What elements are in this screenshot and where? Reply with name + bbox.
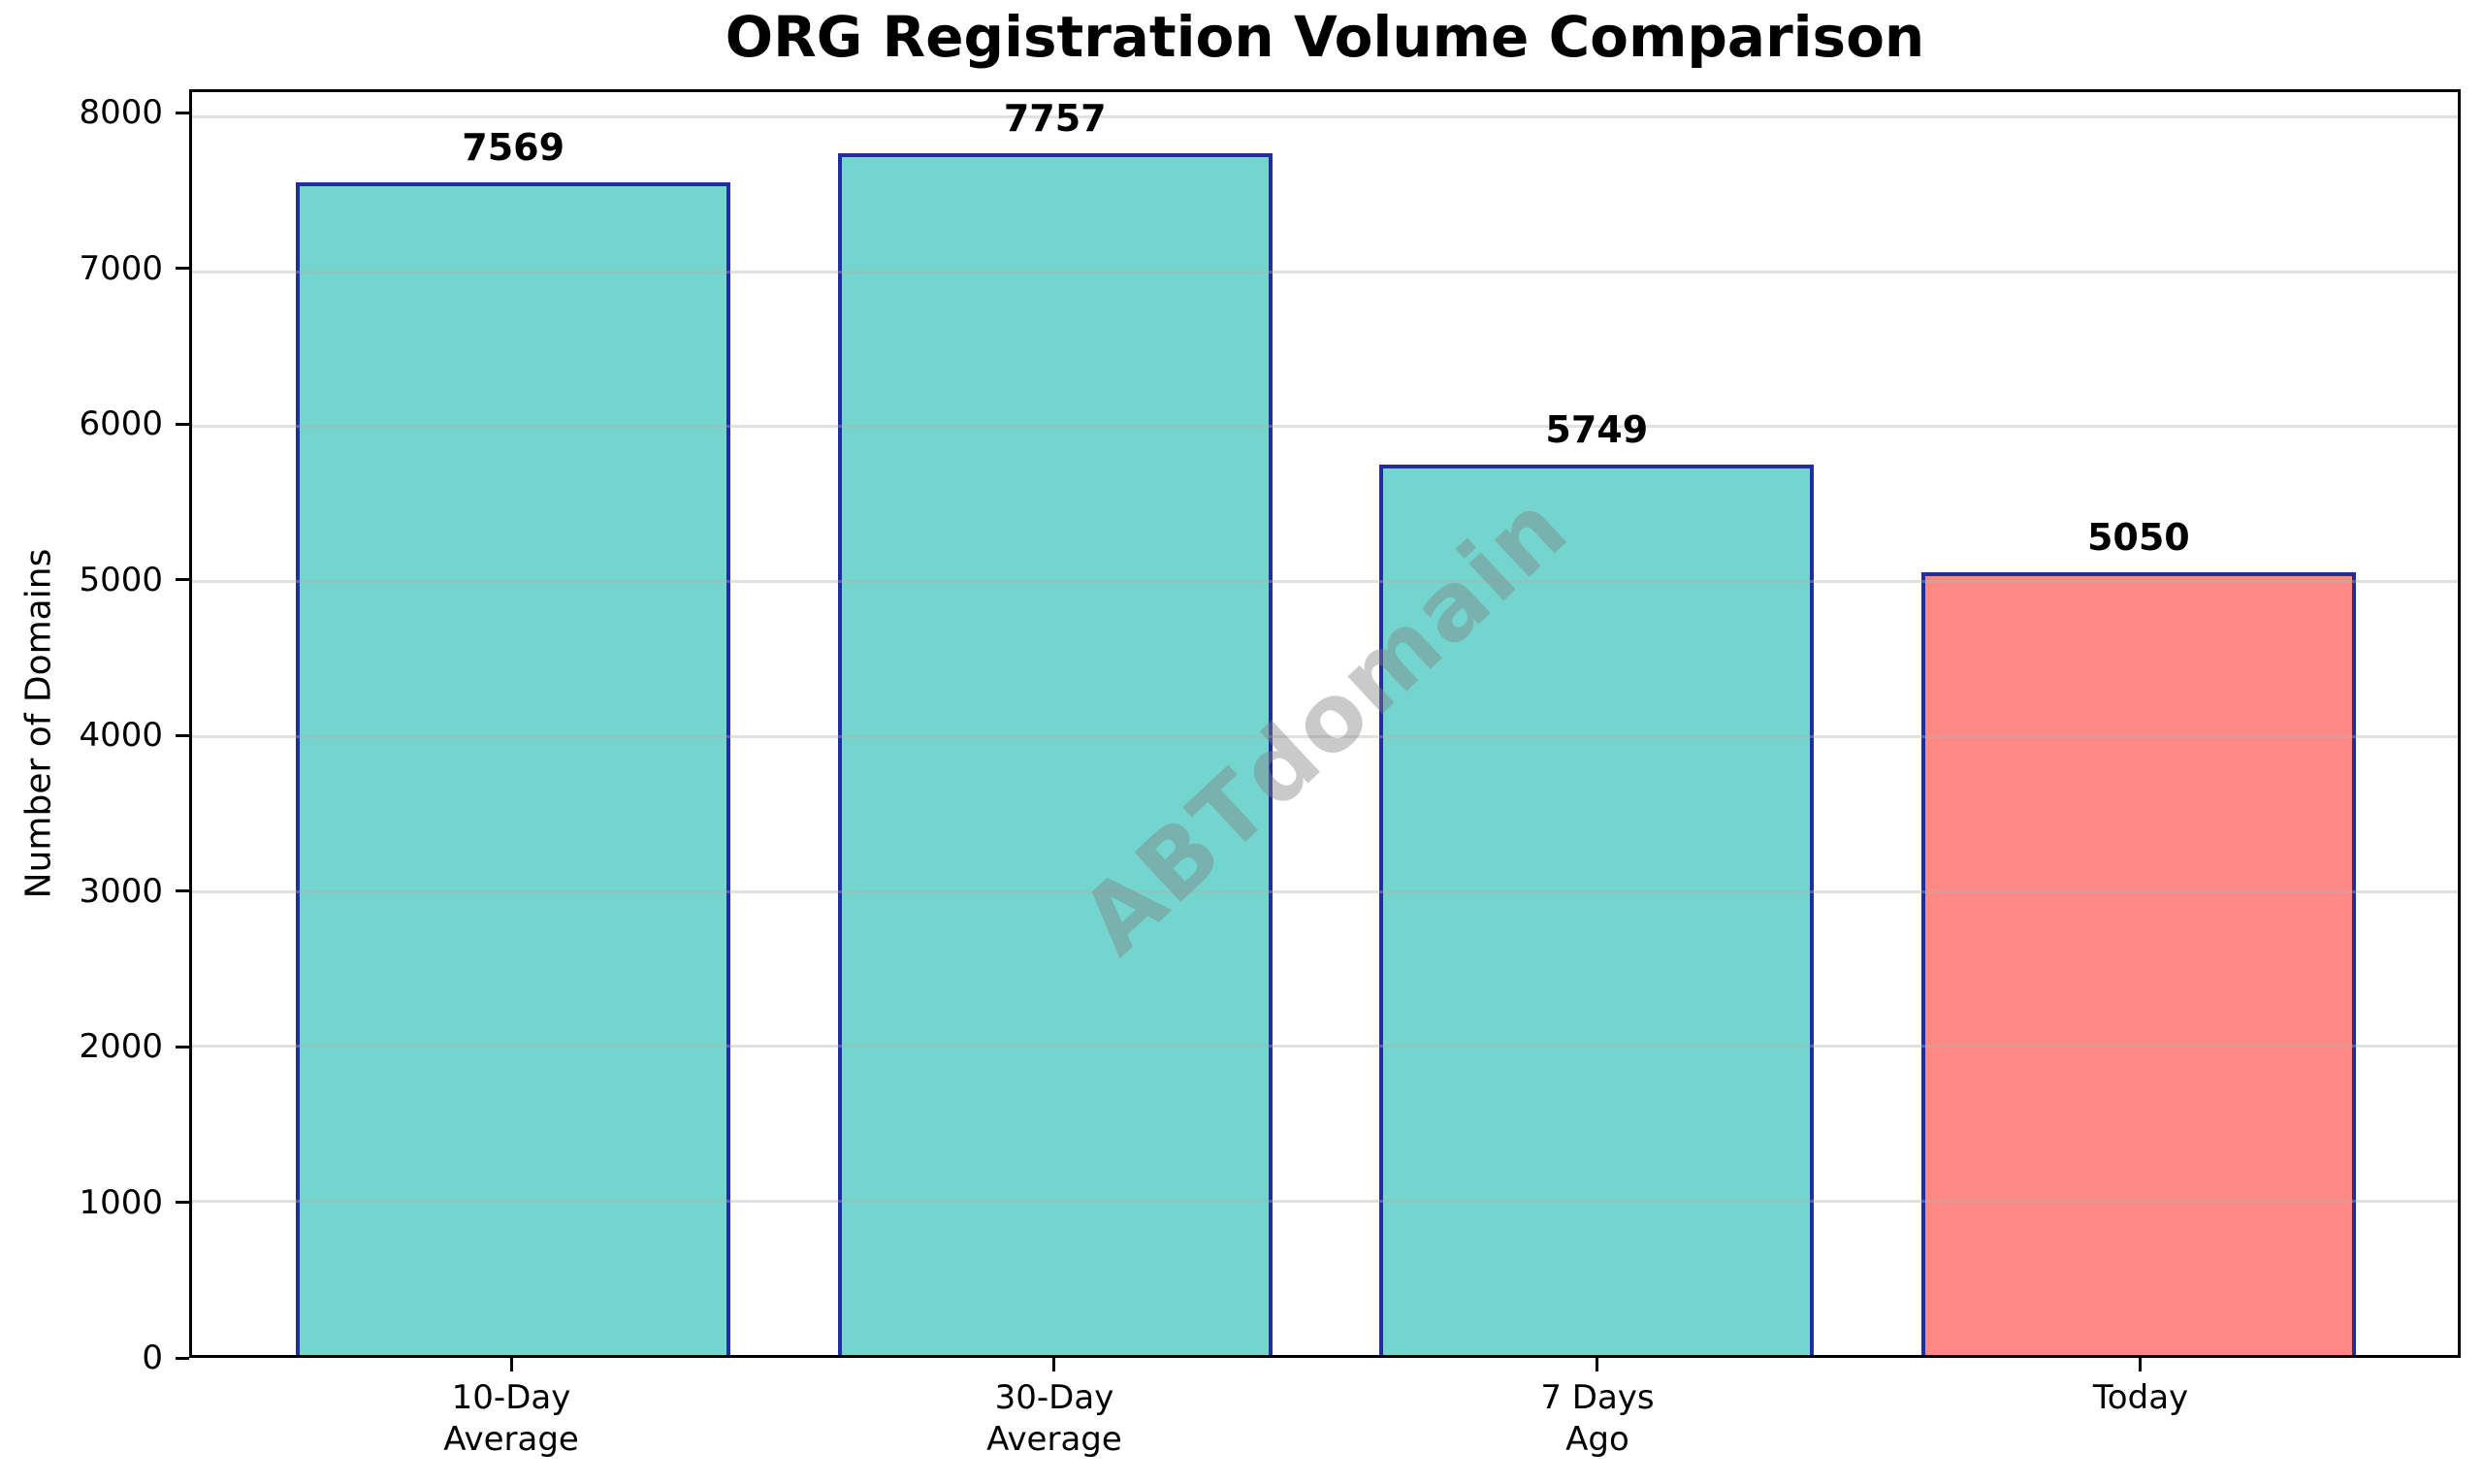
y-tick-mark (176, 422, 189, 426)
bar-value-label: 5050 (2086, 516, 2190, 560)
gridline (192, 580, 2458, 584)
y-tick-label: 5000 (79, 560, 163, 599)
bar-value-label: 5749 (1545, 407, 1649, 451)
x-tick-mark (1596, 1358, 1599, 1371)
gridline (192, 1045, 2458, 1048)
y-tick-mark (176, 578, 189, 582)
bar-4 (1920, 572, 2356, 1355)
gridline (192, 270, 2458, 274)
y-tick-mark (176, 1201, 189, 1204)
y-tick-label: 8000 (79, 93, 163, 133)
gridline (192, 734, 2458, 738)
bar-3 (1379, 464, 1815, 1355)
bar-2 (837, 152, 1273, 1355)
x-tick-label: Today (2092, 1378, 2189, 1417)
y-tick-label: 7000 (79, 248, 163, 288)
chart-title: ORG Registration Volume Comparison (725, 4, 1925, 70)
bar-1 (296, 181, 731, 1355)
x-tick-mark (2139, 1358, 2143, 1371)
y-tick-mark (176, 111, 189, 114)
bar-value-label: 7569 (462, 125, 565, 169)
y-tick-mark (176, 889, 189, 893)
y-tick-label: 2000 (79, 1027, 163, 1067)
x-tick-label: 7 Days Ago (1540, 1378, 1655, 1459)
y-tick-mark (176, 733, 189, 737)
y-tick-mark (176, 1356, 189, 1360)
y-tick-label: 6000 (79, 404, 163, 444)
gridline (192, 1200, 2458, 1204)
gridline (192, 114, 2458, 118)
x-tick-mark (1052, 1358, 1056, 1371)
y-tick-mark (176, 267, 189, 271)
x-tick-label: 10-Day Average (443, 1378, 579, 1459)
gridline (192, 425, 2458, 429)
y-tick-label: 1000 (79, 1182, 163, 1222)
x-tick-label: 30-Day Average (986, 1378, 1122, 1459)
bar-value-label: 7757 (1003, 96, 1107, 140)
y-tick-label: 4000 (79, 716, 163, 756)
y-tick-label: 0 (142, 1339, 163, 1377)
x-tick-mark (509, 1358, 513, 1371)
y-tick-label: 3000 (79, 871, 163, 911)
plot-area: ABTdomain 7569 7757 5749 5050 (189, 89, 2461, 1358)
y-tick-mark (176, 1045, 189, 1048)
gridline (192, 889, 2458, 893)
